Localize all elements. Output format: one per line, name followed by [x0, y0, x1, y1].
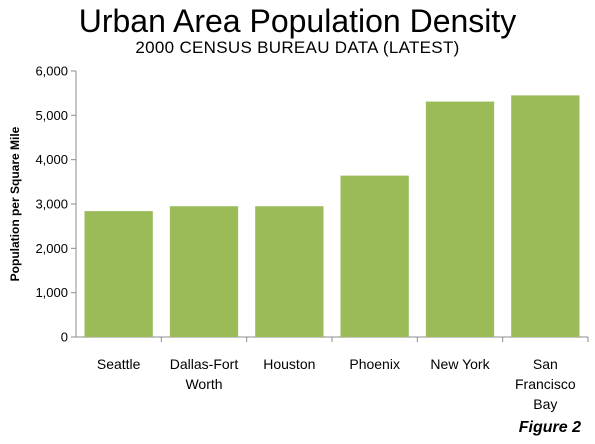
x-tick-label: Houston [263, 356, 315, 372]
bar [425, 101, 495, 337]
chart-subtitle: 2000 CENSUS BUREAU DATA (LATEST) [135, 38, 460, 57]
y-tick-label: 5,000 [35, 108, 68, 123]
bar [169, 206, 239, 337]
chart-title: Urban Area Population Density [78, 3, 517, 39]
figure-label: Figure 2 [518, 419, 581, 436]
x-tick-label-line: Worth [185, 376, 222, 392]
x-tick-label: Phoenix [349, 356, 400, 372]
y-tick-label: 4,000 [35, 152, 68, 167]
y-tick-label: 0 [61, 330, 68, 345]
x-tick-label: Seattle [97, 356, 141, 372]
bar [255, 206, 324, 337]
x-tick-label-line: New York [430, 356, 490, 372]
x-tick-label-line: Seattle [97, 356, 141, 372]
x-tick-label-line: Francisco [515, 376, 576, 392]
y-tick-label: 2,000 [35, 241, 68, 256]
x-tick-label-line: Dallas-Fort [170, 356, 239, 372]
x-tick-label: New York [430, 356, 490, 372]
y-tick-label: 1,000 [35, 285, 68, 300]
x-tick-label-line: San [533, 356, 558, 372]
y-tick-label: 6,000 [35, 64, 68, 79]
x-tick-label-line: Phoenix [349, 356, 400, 372]
x-tick-label-line: Bay [533, 396, 557, 412]
y-tick-label: 3,000 [35, 197, 68, 212]
bar [340, 175, 409, 337]
x-tick-label: Dallas-Fort Worth [170, 356, 239, 392]
x-tick-label: San Francisco Bay [515, 356, 576, 412]
y-axis-label: Population per Square Mile [8, 126, 22, 281]
bar [511, 95, 580, 337]
x-tick-label-line: Houston [263, 356, 315, 372]
bar [84, 211, 153, 337]
